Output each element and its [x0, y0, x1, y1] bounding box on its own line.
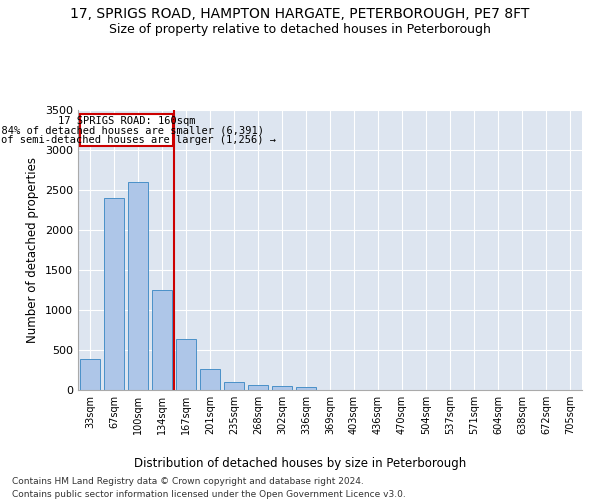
Bar [128, 182, 148, 390]
Text: 17, SPRIGS ROAD, HAMPTON HARGATE, PETERBOROUGH, PE7 8FT: 17, SPRIGS ROAD, HAMPTON HARGATE, PETERB… [70, 8, 530, 22]
Text: 17 SPRIGS ROAD: 160sqm: 17 SPRIGS ROAD: 160sqm [58, 116, 195, 126]
Bar [104, 198, 124, 390]
Text: Size of property relative to detached houses in Peterborough: Size of property relative to detached ho… [109, 22, 491, 36]
Text: Distribution of detached houses by size in Peterborough: Distribution of detached houses by size … [134, 458, 466, 470]
Bar [200, 369, 220, 390]
Text: ← 84% of detached houses are smaller (6,391): ← 84% of detached houses are smaller (6,… [0, 126, 264, 136]
Bar [224, 382, 244, 390]
Bar [176, 339, 196, 390]
Bar [80, 114, 173, 146]
Text: Contains public sector information licensed under the Open Government Licence v3: Contains public sector information licen… [12, 490, 406, 499]
Bar [248, 385, 268, 390]
Y-axis label: Number of detached properties: Number of detached properties [26, 157, 40, 343]
Bar [80, 359, 100, 390]
Bar [152, 290, 172, 390]
Bar [272, 386, 292, 390]
Text: Contains HM Land Registry data © Crown copyright and database right 2024.: Contains HM Land Registry data © Crown c… [12, 478, 364, 486]
Bar [296, 387, 316, 390]
Text: 16% of semi-detached houses are larger (1,256) →: 16% of semi-detached houses are larger (… [0, 134, 277, 144]
